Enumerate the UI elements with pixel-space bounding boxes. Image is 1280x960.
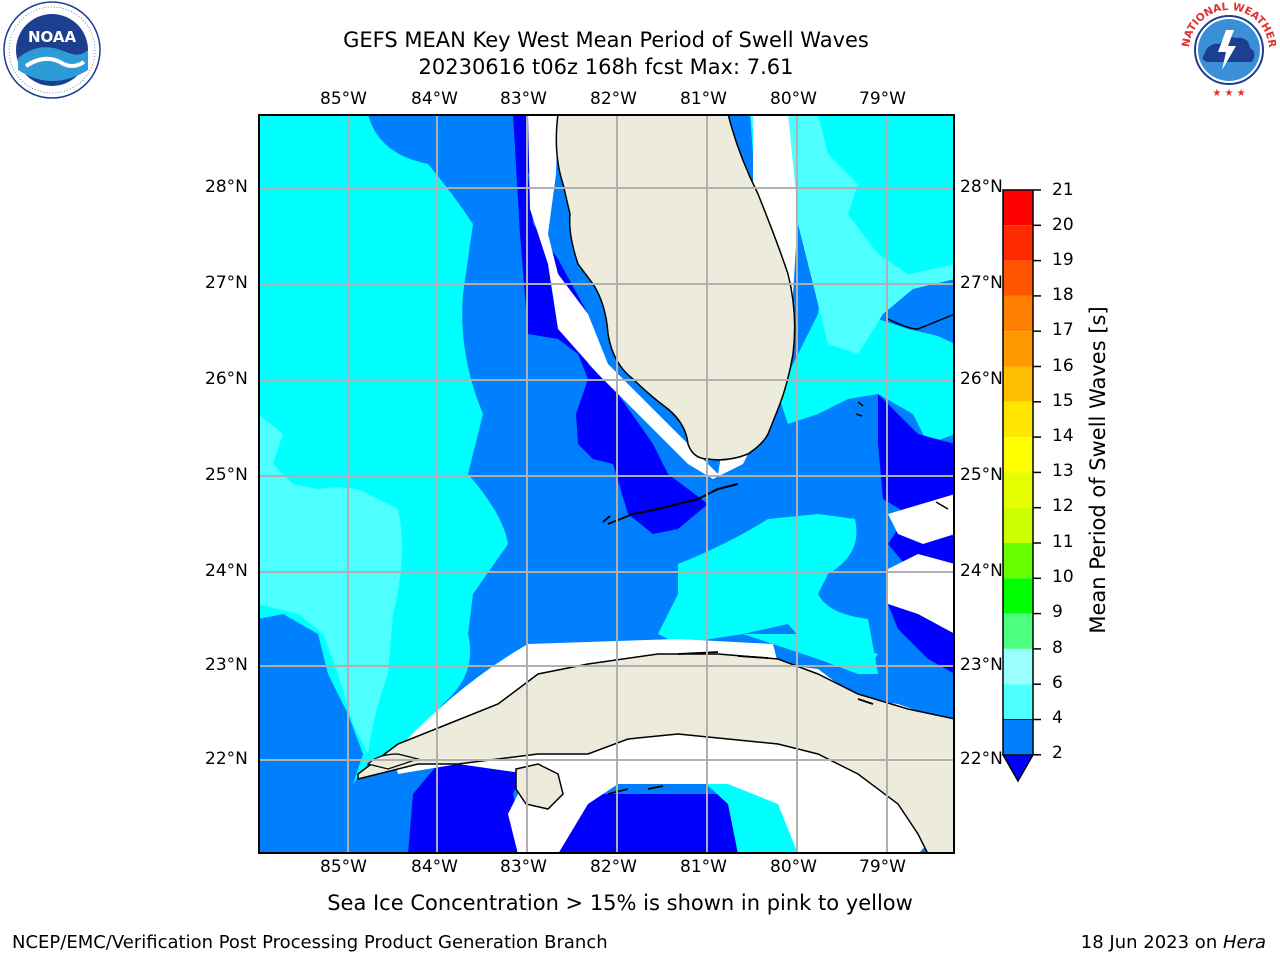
lat-label-right: 25°N [960, 465, 1003, 485]
noaa-logo-text: NOAA [28, 28, 77, 46]
colorbar-tick: 19 [1052, 250, 1074, 270]
lon-label-top: 85°W [320, 89, 367, 109]
colorbar-tick: 18 [1052, 285, 1074, 305]
lat-label-left: 24°N [205, 561, 248, 581]
colorbar-label: Mean Period of Swell Waves [s] [1086, 306, 1110, 634]
masked-area-florida [528, 114, 798, 479]
svg-text:★ ★ ★: ★ ★ ★ [1212, 88, 1245, 99]
colorbar-tick: 14 [1052, 426, 1074, 446]
lat-label-left: 23°N [205, 655, 248, 675]
lon-label-bottom: 84°W [411, 857, 458, 877]
map-graticule [258, 114, 955, 854]
map-title-line2: 20230616 t06z 168h fcst Max: 7.61 [418, 55, 794, 79]
colorbar-tick-marks [1033, 189, 1041, 756]
colorbar-tick: 16 [1052, 356, 1074, 376]
colorbar-tick: 10 [1052, 567, 1074, 587]
lat-label-right: 24°N [960, 561, 1003, 581]
colorbar-tick: 21 [1052, 180, 1074, 200]
colorbar-tick: 20 [1052, 215, 1074, 235]
sea-ice-note: Sea Ice Concentration > 15% is shown in … [327, 891, 913, 915]
lat-label-left: 28°N [205, 177, 248, 197]
colorbar-tick: 4 [1052, 708, 1063, 728]
lat-label-right: 23°N [960, 655, 1003, 675]
noaa-logo: NOAA [3, 1, 101, 99]
lon-label-top: 83°W [500, 89, 547, 109]
lon-label-top: 79°W [859, 89, 906, 109]
colorbar-tick: 9 [1052, 602, 1063, 622]
colorbar-band-2to4 [1002, 718, 1034, 756]
colorbar-tick: 15 [1052, 391, 1074, 411]
lat-label-right: 26°N [960, 369, 1003, 389]
lat-label-left: 22°N [205, 749, 248, 769]
lon-label-bottom: 83°W [500, 857, 547, 877]
colorbar-tick: 6 [1052, 673, 1063, 693]
colorbar-tick: 11 [1052, 532, 1074, 552]
footer-right: 18 Jun 2023 on Hera [1081, 932, 1266, 953]
footer-machine: Hera [1222, 932, 1266, 953]
lat-label-left: 25°N [205, 465, 248, 485]
map-title-line1: GEFS MEAN Key West Mean Period of Swell … [343, 28, 869, 52]
lon-label-bottom: 85°W [320, 857, 367, 877]
lon-label-bottom: 81°W [680, 857, 727, 877]
map-frame [258, 114, 955, 854]
lon-label-bottom: 82°W [590, 857, 637, 877]
lat-label-right: 27°N [960, 273, 1003, 293]
colorbar-tick: 2 [1052, 743, 1063, 763]
swell-field-6to7-west [258, 414, 402, 754]
lon-label-top: 82°W [590, 89, 637, 109]
lat-label-right: 22°N [960, 749, 1003, 769]
lon-label-top: 81°W [680, 89, 727, 109]
lon-label-top: 84°W [411, 89, 458, 109]
footer-left: NCEP/EMC/Verification Post Processing Pr… [12, 932, 608, 953]
lat-label-right: 28°N [960, 177, 1003, 197]
lat-label-left: 27°N [205, 273, 248, 293]
lat-label-left: 26°N [205, 369, 248, 389]
footer-date: 18 Jun 2023 on [1080, 932, 1223, 953]
lon-label-top: 80°W [770, 89, 817, 109]
colorbar-tick: 17 [1052, 320, 1074, 340]
colorbar-tick: 8 [1052, 638, 1063, 658]
colorbar-tick: 12 [1052, 496, 1074, 516]
map-panel [258, 114, 955, 854]
colorbar-tick: 13 [1052, 461, 1074, 481]
colorbar-under-arrow [1001, 754, 1035, 783]
lon-label-bottom: 79°W [859, 857, 906, 877]
lon-label-bottom: 80°W [770, 857, 817, 877]
nws-logo: NATIONAL WEATHER SERVICE ★ ★ ★ [1178, 0, 1278, 99]
